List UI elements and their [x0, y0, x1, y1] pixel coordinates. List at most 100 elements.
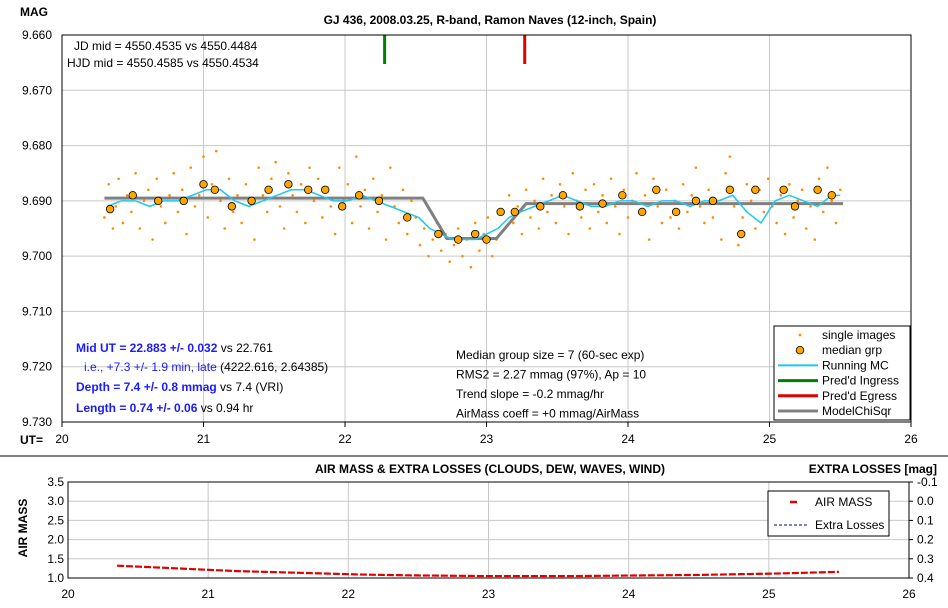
median-group-point: [320, 185, 330, 194]
median-group-point: [575, 202, 585, 211]
single-image-point: [125, 194, 129, 197]
median-group-point: [128, 191, 137, 200]
single-image-point: [189, 166, 193, 169]
single-image-point: [686, 210, 689, 214]
single-image-point: [316, 177, 320, 181]
single-image-point: [287, 171, 290, 175]
bottom-x-tick-label: 23: [482, 587, 496, 601]
airmass-line: [117, 564, 839, 578]
single-image-point: [533, 199, 536, 203]
x-tick-label: 20: [55, 432, 69, 446]
single-image-point: [405, 232, 409, 236]
mid-ut-line: Mid UT = 22.883 +/- 0.032 vs 22.761: [76, 341, 273, 355]
top-legend-box: [773, 325, 911, 421]
single-image-point: [788, 182, 791, 186]
single-image-point: [554, 221, 558, 225]
length-line: Length = 0.74 +/- 0.06 vs 0.94 hr: [76, 401, 253, 415]
single-image-point: [355, 155, 358, 158]
single-image-point: [626, 216, 630, 219]
single-image-point: [121, 221, 125, 225]
legend-label: Pred'd Ingress: [822, 374, 899, 388]
extra-losses-title: EXTRA LOSSES [mag]: [809, 462, 937, 476]
single-image-point: [278, 205, 282, 208]
single-image-point: [558, 182, 562, 186]
airmass-tick-label: 2.0: [47, 533, 64, 547]
single-image-point: [537, 227, 541, 230]
hjd-mid-text: HJD mid = 4550.4585 vs 4550.4534: [67, 56, 259, 70]
single-image-point: [635, 171, 638, 175]
median-group-point: [199, 180, 208, 189]
median-group-point: [264, 185, 273, 194]
median-group-point: [210, 185, 220, 194]
info-lines: Median group size = 7 (60-sec exp) RMS2 =…: [456, 348, 646, 421]
single-image-point: [384, 238, 388, 241]
single-image-point: [240, 221, 244, 225]
single-image-point: [223, 227, 227, 230]
legend-label: Pred'd Egress: [822, 389, 897, 403]
single-image-point: [647, 238, 651, 241]
mid-ut-value: Mid UT = 22.883 +/- 0.032: [76, 341, 218, 355]
single-image-point: [197, 194, 201, 197]
y-tick-label: 9.660: [22, 28, 52, 42]
single-image-point: [418, 243, 422, 247]
single-image-point: [728, 155, 732, 158]
median-group-point: [337, 202, 347, 211]
single-image-point: [754, 227, 757, 230]
x-tick-label: 26: [904, 432, 918, 446]
single-image-point: [486, 216, 490, 219]
median-group-point: [652, 185, 661, 194]
single-image-point: [613, 205, 617, 208]
x-tick-label: 25: [763, 432, 777, 446]
y-tick-label: 9.720: [22, 360, 52, 374]
single-image-point: [159, 205, 163, 208]
bottom-legend: AIR MASS Extra Losses: [767, 490, 890, 537]
bottom-x-tick-label: 22: [342, 587, 356, 601]
median-group-point: [827, 191, 836, 200]
single-image-point: [295, 210, 299, 214]
single-image-point: [690, 194, 693, 197]
depth-value: Depth = 7.4 +/- 0.8 mmag: [76, 380, 217, 394]
single-image-point: [147, 188, 150, 192]
median-group-point: [496, 207, 505, 217]
median-group-point: [558, 191, 568, 200]
single-image-point: [737, 243, 740, 247]
single-image-point: [550, 194, 553, 197]
single-image-point: [397, 221, 401, 225]
airmass-tick-label: 1.0: [47, 571, 64, 585]
single-image-point: [660, 221, 664, 225]
single-image-point: [584, 188, 587, 192]
single-image-point: [114, 205, 118, 208]
single-image-point: [643, 194, 647, 197]
single-image-point: [838, 188, 842, 192]
median-group-point: [671, 207, 681, 217]
single-image-point: [664, 188, 668, 192]
median-group-point: [154, 196, 163, 206]
extra-losses-tick-label: 0.3: [917, 552, 934, 566]
single-image-point: [107, 182, 110, 186]
single-image-point: [427, 254, 430, 258]
single-image-point: [214, 149, 218, 153]
single-image-point: [681, 182, 685, 186]
single-image-point: [775, 221, 778, 225]
single-image-point: [388, 166, 392, 169]
single-image-point: [461, 254, 464, 258]
bottom-y-ticks: 3.5 3.0 2.5 2.0 1.5 1.0: [47, 475, 64, 585]
single-image-point: [422, 227, 426, 230]
single-image-point: [745, 182, 749, 186]
single-image-point: [176, 210, 180, 214]
x-axis-prefix: UT=: [20, 433, 43, 447]
single-image-point: [163, 221, 167, 225]
median-group-point: [708, 196, 718, 206]
single-image-point: [439, 249, 443, 252]
single-image-point: [817, 177, 821, 181]
single-image-point: [834, 221, 838, 225]
bottom-x-tick-label: 21: [201, 587, 215, 601]
single-image-point: [151, 238, 154, 241]
single-image-point: [244, 182, 248, 186]
legend-label: Running MC: [822, 358, 889, 372]
top-grid: [61, 34, 912, 423]
late-line: i.e., +7.3 +/- 1.9 min, late (4222.616, …: [84, 360, 328, 374]
top-x-ticks: 20 21 22 23 24 25 26: [55, 422, 918, 446]
single-image-point: [516, 205, 519, 208]
